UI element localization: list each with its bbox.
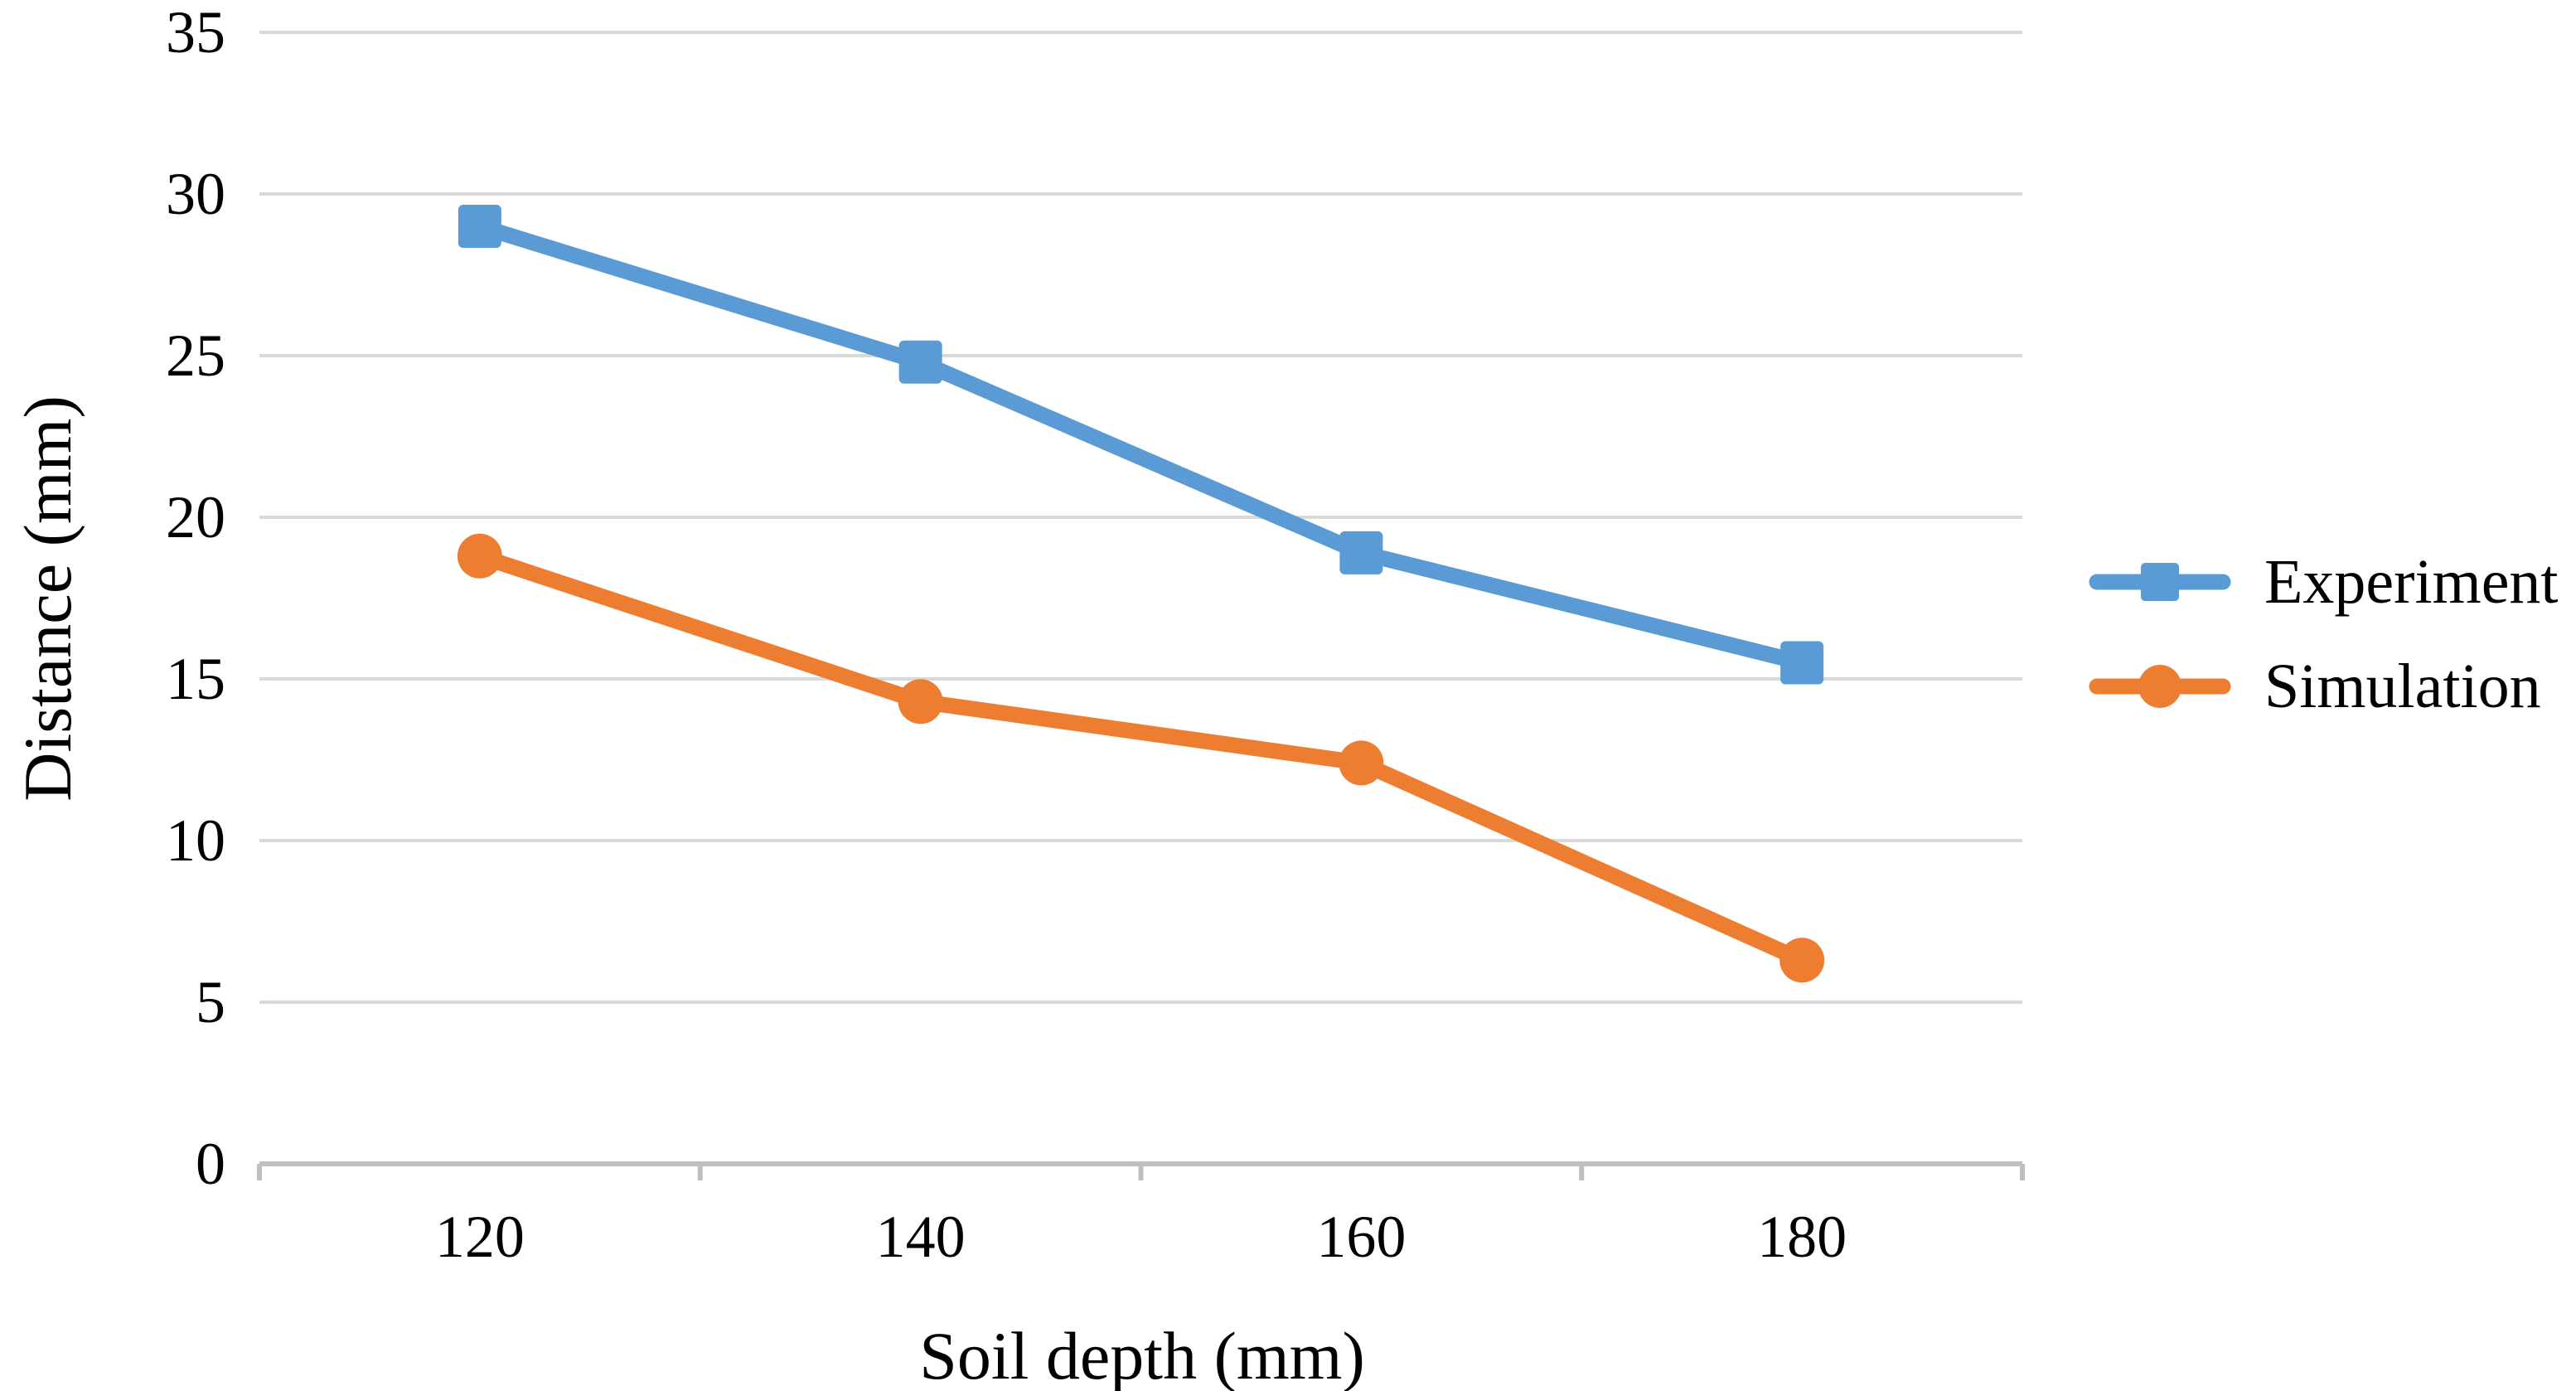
series-line-experiment: [472, 218, 1810, 671]
series-line-simulation: [472, 548, 1810, 968]
data-point-simulation: [457, 533, 502, 579]
x-tick-label: 180: [1757, 1204, 1847, 1270]
data-point-experiment: [458, 205, 501, 248]
legend-marker: [2138, 665, 2181, 708]
y-tick-label: 25: [166, 322, 225, 389]
legend-label-simulation: Simulation: [2264, 651, 2541, 721]
legend-key-simulation-icon: [2089, 665, 2231, 708]
data-point-simulation: [898, 679, 943, 725]
legend-key-experiment-icon: [2089, 563, 2231, 601]
y-tick-label: 5: [196, 969, 225, 1035]
x-tick-label: 120: [435, 1204, 525, 1270]
y-tick-label: 35: [166, 0, 225, 65]
y-axis-title: Distance (mm): [10, 395, 85, 802]
x-tick-label: 160: [1316, 1204, 1406, 1270]
y-tick-label: 20: [166, 484, 225, 550]
y-tick-label: 30: [166, 161, 225, 227]
data-point-experiment: [1339, 531, 1383, 574]
data-point-experiment: [1780, 641, 1824, 685]
y-tick-label: 0: [196, 1131, 225, 1197]
legend-label-experiment: Experiment: [2264, 546, 2559, 617]
legend-item-experiment: Experiment: [2089, 542, 2559, 622]
y-tick-label: 15: [166, 646, 225, 712]
legend-item-simulation: Simulation: [2089, 647, 2541, 726]
x-tick-label: 140: [876, 1204, 966, 1270]
data-point-simulation: [1339, 740, 1384, 786]
data-point-simulation: [1779, 938, 1825, 983]
y-tick-label: 10: [166, 807, 225, 874]
x-axis-title: Soil depth (mm): [919, 1318, 1365, 1391]
legend-marker: [2141, 563, 2179, 601]
data-point-experiment: [898, 340, 942, 384]
